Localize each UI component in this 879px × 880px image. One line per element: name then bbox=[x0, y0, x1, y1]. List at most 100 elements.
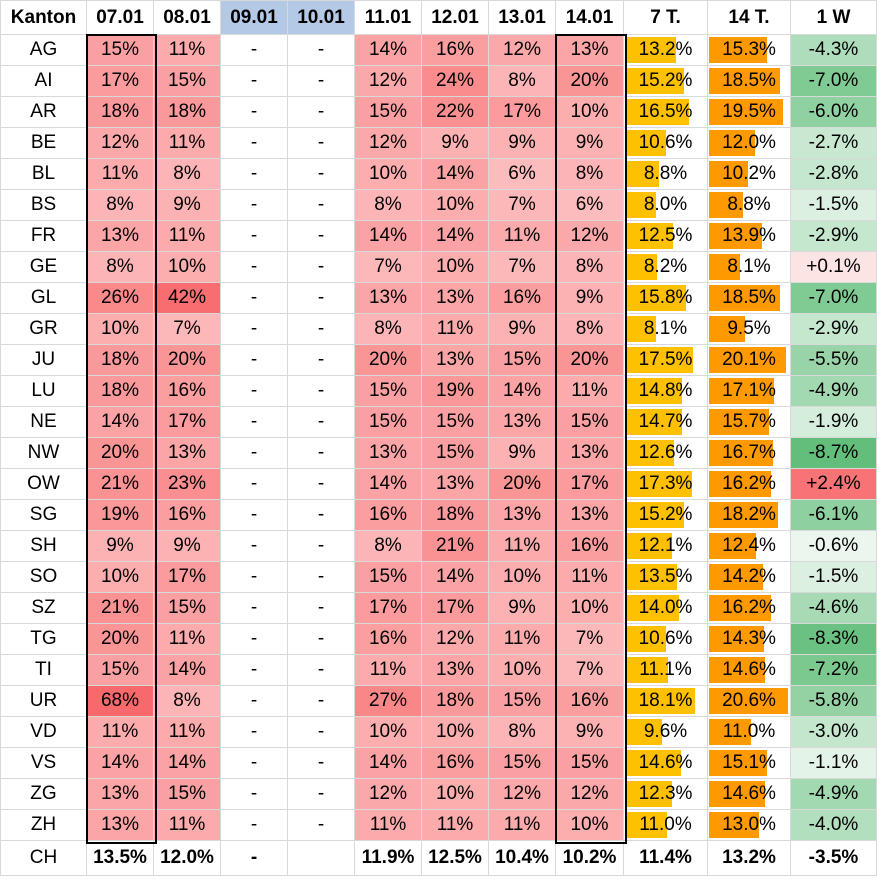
change-1w-cell: -5.8% bbox=[790, 685, 877, 717]
avg-14t-cell-value: 15.3% bbox=[722, 39, 776, 60]
avg-14t-cell: 13.0% bbox=[707, 809, 791, 841]
daily-cell: 8% bbox=[86, 189, 154, 221]
avg-7t-cell: 14.6% bbox=[623, 747, 708, 779]
daily-cell: 7% bbox=[354, 251, 422, 283]
table-row: OW 21% 23% - -14% 13% 20% 17% 17.3% 16.2% +2.4% bbox=[0, 468, 877, 500]
avg-7t-cell: 18.1% bbox=[623, 685, 708, 717]
daily-cell: - bbox=[287, 437, 355, 469]
daily-cell: 11% bbox=[354, 809, 422, 841]
avg-7t-cell-value: 16.5% bbox=[638, 101, 693, 122]
avg-14t-cell: 17.1% bbox=[707, 375, 791, 407]
avg-14t-cell: 11.0% bbox=[707, 716, 791, 748]
daily-cell: - bbox=[220, 623, 288, 655]
avg-14t-cell-bar bbox=[709, 285, 780, 311]
kanton-cell: GR bbox=[0, 313, 87, 345]
avg-14t-cell-bar bbox=[709, 254, 740, 280]
avg-14t-cell: 20.1% bbox=[707, 344, 791, 376]
avg-7t-cell-bar bbox=[625, 409, 682, 435]
avg-14t-cell: 14.2% bbox=[707, 561, 791, 593]
avg-14t-cell-value: 15.7% bbox=[722, 411, 776, 432]
change-1w-cell: -0.6% bbox=[790, 530, 877, 562]
daily-cell: 7% bbox=[555, 654, 624, 686]
daily-cell: 13% bbox=[86, 809, 154, 841]
table-row: GL 26% 42% - -13% 13% 16% 9% 15.8% 18.5% -7.0% bbox=[0, 282, 877, 314]
kanton-cell: CH bbox=[0, 840, 87, 876]
avg-14t-cell: 15.7% bbox=[707, 406, 791, 438]
table-row: SH 9% 9% - -8% 21% 11% 16% 12.1% 12.4% -0.6% bbox=[0, 530, 877, 562]
daily-cell: - bbox=[287, 499, 355, 531]
kanton-cell: BL bbox=[0, 158, 87, 190]
kanton-cell: GL bbox=[0, 282, 87, 314]
avg-7t-cell: 14.0% bbox=[623, 592, 708, 624]
avg-14t-cell-value: 14.3% bbox=[722, 628, 776, 649]
avg-14t-cell-value: 8.1% bbox=[727, 256, 771, 277]
avg-14t-cell: 14.6% bbox=[707, 778, 791, 810]
avg-7t-cell: 8.1% bbox=[623, 313, 708, 345]
total-daily-cell: 10.4% bbox=[488, 840, 556, 876]
daily-cell: - bbox=[220, 406, 288, 438]
kanton-cell: AI bbox=[0, 65, 87, 97]
daily-cell: 9% bbox=[421, 127, 489, 159]
daily-cell: 9% bbox=[488, 592, 556, 624]
table-row: ZH 13% 11% - -11% 11% 11% 10% 11.0% 13.0% -4.0% bbox=[0, 809, 877, 841]
avg-7t-cell-value: 18.1% bbox=[638, 690, 693, 711]
kanton-cell: GE bbox=[0, 251, 87, 283]
daily-cell: - bbox=[220, 375, 288, 407]
daily-cell: 15% bbox=[153, 778, 221, 810]
avg-7t-cell-value: 14.8% bbox=[638, 380, 693, 401]
daily-cell: 10% bbox=[421, 716, 489, 748]
avg-14t-cell-value: 19.5% bbox=[722, 101, 776, 122]
avg-7t-cell-bar bbox=[625, 223, 674, 249]
daily-cell: - bbox=[287, 282, 355, 314]
daily-cell: - bbox=[287, 375, 355, 407]
total-daily-cell bbox=[287, 840, 355, 876]
avg-7t-cell: 17.3% bbox=[623, 468, 708, 500]
avg-7t-cell-value: 13.5% bbox=[638, 566, 693, 587]
change-1w-cell: -1.5% bbox=[790, 189, 877, 221]
avg-14t-cell-value: 11.0% bbox=[722, 721, 776, 742]
daily-cell: 27% bbox=[354, 685, 422, 717]
daily-cell: 12% bbox=[488, 34, 556, 66]
avg-14t-cell: 12.0% bbox=[707, 127, 791, 159]
avg-7t-cell-bar bbox=[625, 347, 693, 373]
daily-cell: 14% bbox=[354, 220, 422, 252]
kanton-cell: BE bbox=[0, 127, 87, 159]
daily-cell: 20% bbox=[555, 344, 624, 376]
daily-cell: 15% bbox=[488, 344, 556, 376]
avg-7t-cell-value: 14.0% bbox=[638, 597, 693, 618]
daily-cell: 23% bbox=[153, 468, 221, 500]
daily-cell: 16% bbox=[555, 685, 624, 717]
daily-cell: 16% bbox=[488, 282, 556, 314]
daily-cell: - bbox=[220, 530, 288, 562]
table-row: BL 11% 8% - -10% 14% 6% 8% 8.8% 10.2% -2.8% bbox=[0, 158, 877, 190]
avg-7t-cell: 14.8% bbox=[623, 375, 708, 407]
kanton-cell: SO bbox=[0, 561, 87, 593]
avg-14t-cell: 15.1% bbox=[707, 747, 791, 779]
total-daily-cell: 12.0% bbox=[153, 840, 221, 876]
daily-cell: 13% bbox=[86, 220, 154, 252]
avg-7t-cell-bar bbox=[625, 688, 695, 714]
daily-cell: 10% bbox=[86, 561, 154, 593]
avg-14t-cell-bar bbox=[709, 347, 786, 373]
change-1w-cell: -4.0% bbox=[790, 809, 877, 841]
daily-cell: - bbox=[220, 809, 288, 841]
avg-7t-cell-value: 17.5% bbox=[638, 349, 693, 370]
avg-7t-cell-bar bbox=[625, 378, 683, 404]
daily-cell: 11% bbox=[488, 220, 556, 252]
daily-cell: 14% bbox=[86, 747, 154, 779]
column-header: 14.01 bbox=[555, 0, 624, 35]
avg-7t-cell-bar bbox=[625, 68, 684, 94]
daily-cell: 15% bbox=[555, 406, 624, 438]
daily-cell: - bbox=[287, 251, 355, 283]
daily-cell: 15% bbox=[354, 96, 422, 128]
avg-7t-cell: 8.2% bbox=[623, 251, 708, 283]
avg-7t-cell-bar bbox=[625, 471, 692, 497]
daily-cell: 14% bbox=[488, 375, 556, 407]
avg-7t-cell-bar bbox=[625, 750, 682, 776]
change-1w-cell: -4.9% bbox=[790, 778, 877, 810]
kanton-cell: TG bbox=[0, 623, 87, 655]
daily-cell: 10% bbox=[555, 96, 624, 128]
avg-14t-cell-value: 18.5% bbox=[722, 70, 776, 91]
total-1w-cell: -3.5% bbox=[790, 840, 877, 876]
